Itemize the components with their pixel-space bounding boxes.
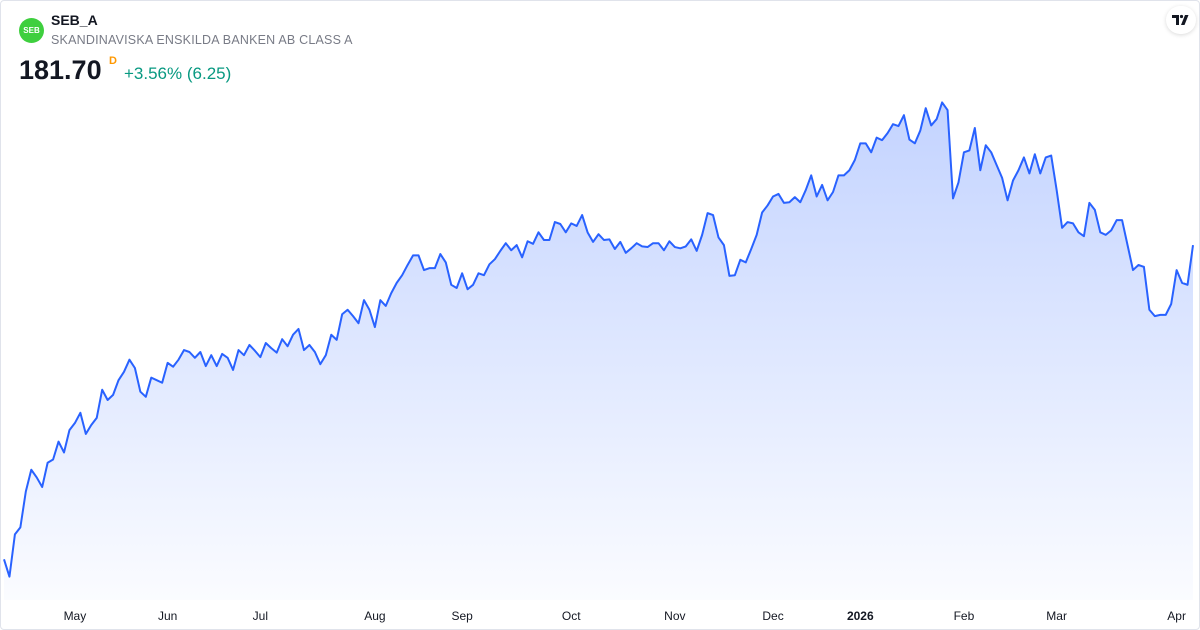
x-tick-label: Aug xyxy=(364,609,385,623)
x-tick-label: Jul xyxy=(253,609,268,623)
x-tick-label: Oct xyxy=(562,609,581,623)
x-tick-label: Dec xyxy=(762,609,783,623)
brand-dot xyxy=(1179,14,1184,19)
logo: SEB xyxy=(19,18,44,43)
x-tick-label: Mar xyxy=(1046,609,1067,623)
x-tick-label: May xyxy=(64,609,87,623)
brand-icon xyxy=(1172,14,1189,25)
brand-mark xyxy=(1172,15,1189,25)
symbol: SEB_A xyxy=(51,12,98,28)
x-tick-label: Feb xyxy=(954,609,975,623)
x-tick-label: Nov xyxy=(664,609,685,623)
company-name: SKANDINAVISKA ENSKILDA BANKEN AB CLASS A xyxy=(51,33,353,47)
x-tick-label: Sep xyxy=(451,609,473,623)
brand-logo[interactable] xyxy=(1166,6,1196,34)
change: +3.56% (6.25) xyxy=(124,64,232,83)
x-tick-label: Apr xyxy=(1167,609,1186,623)
interval: D xyxy=(109,55,117,67)
x-tick-label: 2026 xyxy=(847,609,874,623)
price: 181.70 xyxy=(19,55,102,85)
x-tick-label: Jun xyxy=(158,609,177,623)
price-line xyxy=(3,101,1194,578)
area-fill xyxy=(4,102,1193,601)
